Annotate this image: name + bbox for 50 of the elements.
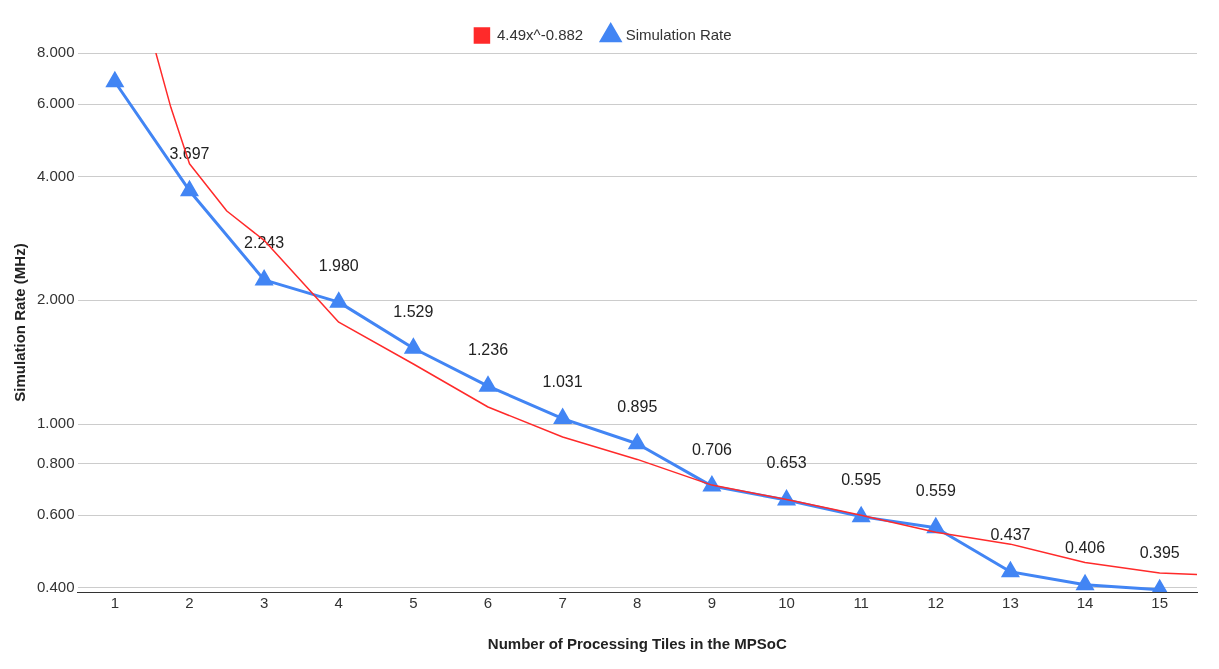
x-tick-label: 6 — [483, 594, 493, 612]
legend-label: 4.49x^-0.882 — [496, 25, 584, 43]
x-tick-label: 7 — [558, 594, 567, 612]
y-tick-label: 0.400 — [36, 577, 75, 595]
data-label: 1.236 — [467, 340, 509, 358]
point — [181, 181, 198, 197]
x-tick-label: 4 — [334, 594, 343, 612]
x-axis-title: Number of Processing Tiles in the MPSoC — [487, 635, 787, 653]
x-tick-label: 8 — [633, 594, 642, 612]
y-tick-label: 1.000 — [36, 414, 75, 432]
x-tick-label: 1 — [110, 594, 120, 612]
x-tick-label: 10 — [778, 594, 795, 612]
y-tick-label: 6.000 — [36, 94, 75, 112]
data-label: 0.406 — [1065, 539, 1106, 557]
y-tick-label: 0.600 — [36, 505, 75, 523]
x-tick-label: 2 — [185, 594, 194, 612]
data-label: 0.653 — [766, 454, 807, 472]
x-tick-label: 9 — [707, 594, 717, 612]
x-tick-label: 15 — [1151, 594, 1169, 612]
x-tick-label: 12 — [927, 594, 945, 612]
point — [1076, 575, 1094, 591]
y-axis-title: Simulation Rate (MHz) — [11, 243, 29, 402]
legend-label: Simulation Rate — [625, 25, 732, 43]
point — [255, 270, 273, 286]
point — [404, 338, 422, 354]
x-tick-label: 5 — [409, 594, 418, 612]
x-tick-label: 3 — [259, 594, 269, 612]
point — [554, 409, 572, 425]
data-label: 0.595 — [841, 471, 882, 489]
x-tick-label: 14 — [1076, 594, 1094, 612]
data-label: 0.706 — [691, 440, 733, 458]
y-tick-label: 0.800 — [36, 453, 75, 471]
data-label: 1.980 — [318, 256, 359, 274]
point — [1002, 562, 1019, 578]
y-tick-label: 4.000 — [36, 166, 75, 184]
point — [927, 518, 945, 534]
y-tick-label: 8.000 — [36, 43, 75, 61]
point — [479, 376, 497, 392]
data-label: 1.529 — [393, 302, 434, 320]
point — [628, 434, 646, 450]
x-tick-label: 13 — [1002, 594, 1019, 612]
point — [106, 72, 124, 88]
data-label: 0.437 — [990, 526, 1031, 544]
data-label: 0.559 — [915, 482, 956, 500]
y-tick-label: 2.000 — [36, 290, 75, 308]
x-tick-label: 11 — [853, 594, 869, 612]
point — [330, 292, 348, 308]
data-label: 0.895 — [617, 398, 658, 416]
data-label: 1.031 — [542, 372, 583, 390]
data-label: 0.395 — [1139, 544, 1180, 562]
